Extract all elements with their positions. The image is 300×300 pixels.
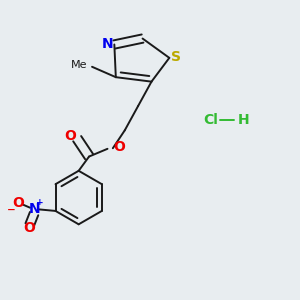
Text: O: O — [12, 196, 24, 210]
Text: Cl: Cl — [203, 113, 218, 127]
Text: −: − — [7, 204, 16, 214]
Text: Me: Me — [71, 60, 87, 70]
Text: H: H — [238, 113, 249, 127]
Text: O: O — [65, 129, 76, 143]
Text: N: N — [102, 37, 114, 51]
Text: O: O — [113, 140, 125, 154]
Text: +: + — [36, 198, 44, 207]
Text: S: S — [172, 50, 182, 64]
Text: N: N — [28, 202, 40, 216]
Text: O: O — [24, 221, 36, 235]
